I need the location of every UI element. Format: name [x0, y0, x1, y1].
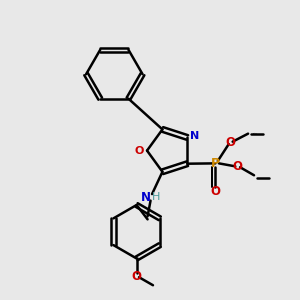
Text: O: O: [225, 136, 235, 149]
Text: N: N: [190, 131, 200, 141]
Text: methyl: methyl: [253, 133, 257, 134]
Text: O: O: [233, 160, 243, 173]
Text: N: N: [141, 190, 151, 204]
Text: O: O: [135, 146, 144, 156]
Text: H: H: [152, 192, 161, 202]
Text: O: O: [132, 270, 142, 283]
Text: O: O: [210, 185, 220, 198]
Text: P: P: [211, 157, 220, 170]
